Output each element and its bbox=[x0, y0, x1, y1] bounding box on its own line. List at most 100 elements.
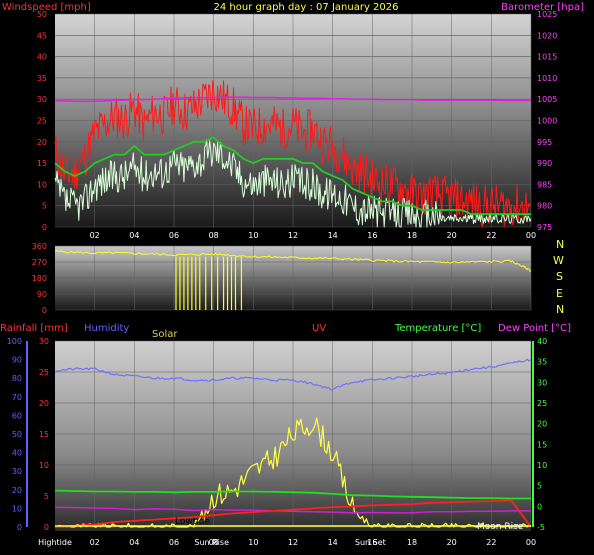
rainfall-axis-label: Rainfall [mm] bbox=[0, 323, 68, 334]
bottom-time-tick-label: Sun Set bbox=[355, 538, 386, 547]
compass-label-w: W bbox=[553, 254, 564, 267]
time-tick-label: 22 bbox=[486, 231, 496, 240]
time-tick-label: 12 bbox=[288, 231, 298, 240]
wind-tick-label: 35 bbox=[37, 74, 47, 83]
temperature-tick-label: 35 bbox=[537, 358, 547, 367]
direction-tick-label: 270 bbox=[32, 258, 47, 267]
wind-tick-label: 25 bbox=[37, 117, 47, 126]
time-tick-label: 16 bbox=[367, 231, 377, 240]
compass-label-e: E bbox=[556, 287, 563, 300]
windspeed-average-line bbox=[54, 136, 531, 216]
time-tick-label: 10 bbox=[248, 231, 258, 240]
time-tick-label: 08 bbox=[209, 231, 219, 240]
humidity-tick-label: 20 bbox=[12, 486, 22, 495]
wind-tick-label: 50 bbox=[37, 10, 47, 19]
direction-tick-label: 90 bbox=[37, 290, 47, 299]
humidity-line bbox=[54, 358, 532, 391]
wind-tick-label: 5 bbox=[42, 202, 47, 211]
humidity-tick-label: 30 bbox=[12, 467, 22, 476]
wind-direction-line bbox=[54, 250, 532, 272]
temperature-axis-label: Temperature [°C] bbox=[394, 323, 481, 334]
bottom-time-tick-label: 14 bbox=[328, 538, 338, 547]
barometer-tick-label: 1005 bbox=[537, 95, 557, 104]
temperature-tick-label: 30 bbox=[537, 378, 547, 387]
rainfall-tick-label: 25 bbox=[39, 368, 49, 377]
bottom-time-tick-label: 18 bbox=[407, 538, 417, 547]
dewpoint-axis-label: Dew Point [°C] bbox=[498, 323, 571, 334]
barometer-tick-label: 980 bbox=[537, 202, 552, 211]
bottom-time-tick-label: 16 bbox=[367, 538, 377, 547]
barometer-tick-label: 995 bbox=[537, 138, 552, 147]
rainfall-tick-label: 0 bbox=[44, 523, 49, 532]
barometer-tick-label: 985 bbox=[537, 180, 552, 189]
compass-label-s: S bbox=[556, 270, 563, 283]
barometer-tick-label: 1000 bbox=[537, 117, 557, 126]
time-tick-label: 20 bbox=[447, 231, 457, 240]
bottom-time-tick-label: Hightide bbox=[38, 538, 72, 547]
humidity-tick-label: 0 bbox=[17, 523, 22, 532]
rainfall-tick-label: 5 bbox=[44, 492, 49, 501]
wind-tick-label: 40 bbox=[37, 53, 47, 62]
temperature-tick-label: 25 bbox=[537, 399, 547, 408]
humidity-tick-label: 10 bbox=[12, 504, 22, 513]
barometer-line bbox=[55, 96, 531, 103]
wind-tick-label: 15 bbox=[37, 159, 47, 168]
windspeed-axis-label: Windspeed [mph] bbox=[2, 2, 91, 13]
rainfall-tick-label: 15 bbox=[39, 430, 49, 439]
rainfall-tick-label: 20 bbox=[39, 399, 49, 408]
humidity-tick-label: 60 bbox=[12, 411, 22, 420]
wind-tick-label: 10 bbox=[37, 180, 47, 189]
bottom-time-tick-label: 00 bbox=[526, 538, 536, 547]
lowtide-annotation: Lowtide bbox=[175, 517, 210, 527]
temperature-line bbox=[54, 489, 531, 500]
rainfall-line bbox=[54, 499, 532, 528]
temperature-tick-label: 40 bbox=[537, 337, 547, 346]
direction-tick-label: 0 bbox=[42, 306, 47, 315]
humidity-tick-label: 90 bbox=[12, 356, 22, 365]
bottom-time-tick-label: 06 bbox=[169, 538, 179, 547]
humidity-axis-label: Humidity bbox=[84, 323, 129, 334]
temperature-tick-label: 15 bbox=[537, 440, 547, 449]
compass-label-n-top: N bbox=[556, 238, 564, 251]
bottom-time-tick-label: Sun Rise bbox=[194, 538, 229, 547]
humidity-tick-label: 40 bbox=[12, 449, 22, 458]
moonrise-annotation: Moon Rise bbox=[477, 522, 524, 532]
temperature-tick-label: 20 bbox=[537, 420, 547, 429]
wind-tick-label: 45 bbox=[37, 31, 47, 40]
temperature-tick-label: 0 bbox=[537, 502, 542, 511]
humidity-tick-label: 100 bbox=[7, 337, 22, 346]
time-tick-label: 18 bbox=[407, 231, 417, 240]
bottom-time-tick-label: 04 bbox=[129, 538, 139, 547]
temperature-tick-label: -5 bbox=[537, 523, 545, 532]
barometer-tick-label: 1015 bbox=[537, 53, 557, 62]
dewpoint-line bbox=[54, 506, 531, 514]
rainfall-tick-label: 10 bbox=[39, 461, 49, 470]
time-tick-label: 06 bbox=[169, 231, 179, 240]
wind-tick-label: 30 bbox=[37, 95, 47, 104]
barometer-tick-label: 1020 bbox=[537, 31, 557, 40]
rainfall-tick-label: 30 bbox=[39, 337, 49, 346]
temperature-tick-label: 10 bbox=[537, 461, 547, 470]
solar-axis-label: Solar bbox=[152, 329, 178, 340]
bottom-time-tick-label: 12 bbox=[288, 538, 298, 547]
barometer-tick-label: 1025 bbox=[537, 10, 557, 19]
humidity-tick-label: 70 bbox=[12, 393, 22, 402]
bottom-time-tick-label: 02 bbox=[90, 538, 100, 547]
wind-tick-label: 20 bbox=[37, 138, 47, 147]
bottom-time-tick-label: 08 bbox=[209, 538, 219, 547]
wind-tick-label: 0 bbox=[42, 223, 47, 232]
time-tick-label: 14 bbox=[328, 231, 338, 240]
uv-axis-label: UV bbox=[312, 323, 326, 334]
barometer-tick-label: 1010 bbox=[537, 74, 557, 83]
direction-tick-label: 360 bbox=[32, 242, 47, 251]
bottom-time-tick-label: 22 bbox=[486, 538, 496, 547]
humidity-tick-label: 80 bbox=[12, 374, 22, 383]
windspeed-gust-line bbox=[54, 80, 532, 227]
time-tick-label: 04 bbox=[129, 231, 139, 240]
windspeed-line bbox=[54, 139, 532, 228]
direction-tick-label: 180 bbox=[32, 274, 47, 283]
barometer-axis-label: Barometer [hpa] bbox=[501, 2, 584, 13]
temperature-tick-label: 5 bbox=[537, 482, 542, 491]
time-tick-label: 00 bbox=[526, 231, 536, 240]
